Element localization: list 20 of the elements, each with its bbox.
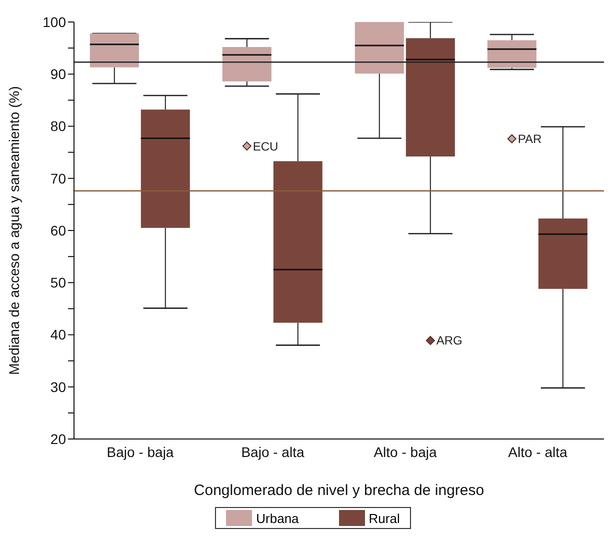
legend-label: Rural <box>368 510 400 526</box>
x-tick-label: Alto - baja <box>374 444 437 460</box>
y-axis-title: Mediana de acceso a agua y saneamiento (%) <box>6 86 22 375</box>
x-tick-label: Bajo - baja <box>106 444 174 460</box>
annotation: ARG <box>436 334 462 348</box>
y-tick-label: 100 <box>42 14 66 30</box>
annotation: ECU <box>252 139 278 154</box>
y-tick-label: 80 <box>50 118 66 134</box>
y-tick-label: 30 <box>50 378 66 395</box>
y-tick-label: 40 <box>50 326 66 343</box>
y-tick-label: 60 <box>50 222 66 238</box>
y-tick-label: 70 <box>50 170 66 186</box>
y-tick-label: 90 <box>50 66 66 82</box>
annotation: PAR <box>518 132 542 146</box>
x-tick-label: Bajo - alta <box>241 444 304 460</box>
y-tick-label: 50 <box>50 274 66 291</box>
legend-label: Urbana <box>255 510 299 526</box>
x-axis-title: Conglomerado de nivel y brecha de ingreso <box>194 482 484 499</box>
y-tick-label: 20 <box>50 430 66 447</box>
x-tick-label: Alto - alta <box>508 444 568 460</box>
